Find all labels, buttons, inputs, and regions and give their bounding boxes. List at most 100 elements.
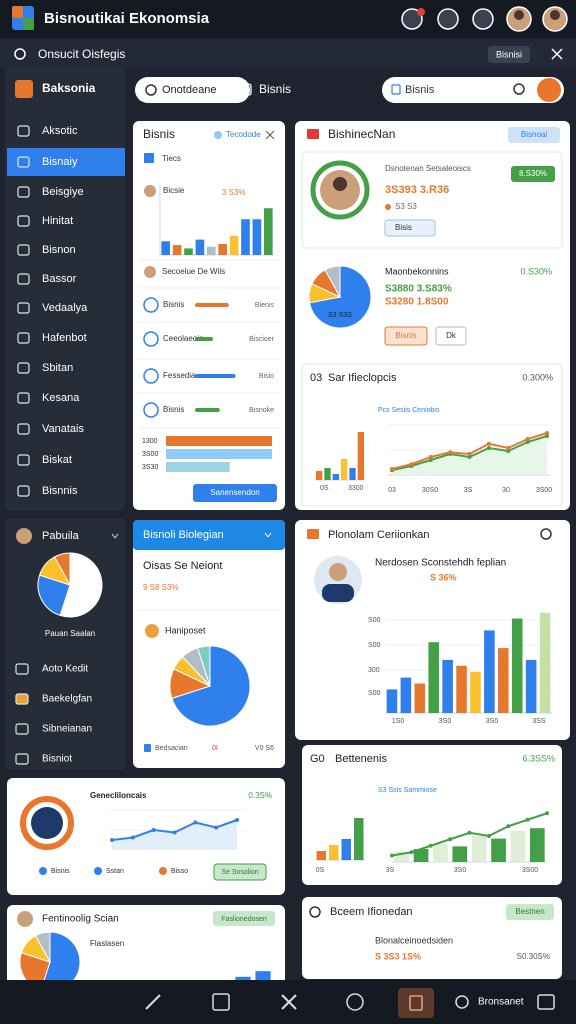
prefix: G0 — [310, 753, 325, 765]
badge-core — [31, 807, 63, 839]
legend-label: Sstan — [106, 868, 124, 875]
toolbar-icon — [437, 8, 459, 30]
button-label[interactable]: Bisnis — [395, 331, 416, 340]
bar — [354, 818, 364, 860]
menu-item[interactable]: Bisnnis — [42, 485, 78, 497]
toolbar-icon — [401, 8, 423, 30]
menu-item[interactable]: Beisgiye — [42, 186, 84, 198]
search-go — [537, 78, 561, 102]
button-label[interactable]: Dk — [446, 331, 457, 340]
nav-icon — [346, 993, 364, 1011]
footer-label: 0I — [212, 745, 218, 752]
legend-icon — [94, 867, 102, 875]
bar — [252, 219, 262, 255]
progress-bar — [195, 374, 236, 378]
row-icon — [143, 402, 159, 418]
bar — [511, 618, 523, 713]
primary-button[interactable] — [193, 484, 277, 502]
card-title: BishinecNan — [328, 127, 395, 141]
card-title: Fentinoolig Scian — [42, 914, 119, 925]
avatar-head — [514, 10, 524, 20]
select-label[interactable]: Bisis — [395, 223, 412, 232]
profile-value: 3S393 3.R36 — [385, 184, 449, 196]
row-label: Bisnis — [163, 405, 184, 414]
bar — [456, 665, 467, 713]
hbar — [166, 449, 272, 459]
row-note: Biscioer — [249, 336, 275, 343]
menu-item[interactable]: Vedaalya — [42, 302, 88, 314]
tab-pill[interactable] — [135, 77, 250, 103]
y-label: 300 — [368, 667, 380, 674]
menu-item[interactable]: Bisnon — [42, 244, 76, 256]
menu-item[interactable]: Kesana — [42, 392, 80, 404]
nav-icon[interactable] — [537, 994, 555, 1010]
line-point — [390, 853, 394, 858]
x-label: 3300 — [348, 485, 364, 492]
menu-item[interactable]: Aksotic — [42, 125, 78, 137]
x-label: 1S0 — [392, 718, 405, 725]
line-point — [506, 824, 511, 829]
button[interactable] — [213, 863, 267, 881]
nav-icon[interactable] — [212, 993, 230, 1011]
chart-value: 3 S3% — [222, 188, 246, 197]
menu-item[interactable]: Baekelgfan — [42, 694, 92, 705]
prefix: 03 — [310, 372, 322, 384]
menu-item[interactable]: Bisnaiy — [42, 156, 78, 168]
footer-label: V0 S6 — [255, 745, 274, 752]
sidebar-logo — [15, 80, 33, 98]
menu-item[interactable]: Vanatais — [42, 423, 84, 435]
bar — [324, 468, 331, 480]
menu-item[interactable]: Biskat — [42, 454, 72, 466]
bar — [470, 671, 481, 713]
link-label[interactable]: Bisnis — [259, 82, 291, 96]
badge — [511, 166, 555, 182]
badge — [213, 911, 275, 926]
avatar — [144, 185, 156, 197]
menu-item[interactable]: Hafenbot — [42, 332, 87, 344]
chevron — [114, 533, 119, 539]
menu-icon — [17, 454, 30, 466]
menu-item[interactable]: Bisniot — [42, 754, 72, 765]
menu-item[interactable]: Bassor — [42, 273, 77, 285]
button-label[interactable]: Bisnisi — [496, 49, 522, 59]
menu-item[interactable]: Hinitat — [42, 215, 73, 227]
x-label: 3S0 — [439, 718, 452, 725]
avatar-head — [329, 563, 347, 581]
card-bisnis — [133, 121, 285, 510]
menu-icon — [17, 273, 30, 285]
bar — [529, 828, 545, 862]
nav-active[interactable] — [398, 988, 434, 1018]
menu-icon — [17, 156, 30, 168]
button-label[interactable]: Sanensendon — [210, 488, 259, 497]
card-subtitle: Flaslasen — [90, 939, 124, 948]
bar — [195, 239, 205, 255]
nav-label[interactable]: Bronsanet — [478, 997, 524, 1008]
footer-label: Bedsacian — [155, 745, 188, 752]
bar — [332, 474, 339, 480]
link-icon — [239, 83, 252, 96]
avatar — [144, 266, 156, 278]
line-point — [486, 834, 491, 838]
value: S 36% — [430, 572, 457, 582]
line-point — [409, 462, 414, 467]
line-point — [525, 440, 530, 444]
menu-item[interactable]: Aoto Kedit — [42, 664, 88, 675]
tab-label[interactable]: Onotdeane — [162, 84, 216, 96]
menu-icon — [17, 186, 30, 198]
nav-icon — [145, 994, 161, 1010]
button[interactable] — [384, 326, 428, 346]
row-note: Bisio — [259, 373, 274, 380]
search-button[interactable] — [488, 46, 530, 63]
button[interactable] — [435, 326, 467, 346]
avatar-head — [333, 177, 347, 191]
menu-item[interactable]: Sibneianan — [42, 724, 92, 735]
bar — [484, 630, 495, 713]
select[interactable] — [384, 219, 436, 237]
flag-icon — [307, 529, 319, 539]
value: S 3S3 1S% — [375, 951, 421, 961]
badge: Bestnen — [515, 907, 544, 916]
chart-sub: S3 Ssis Sammiose — [378, 787, 437, 794]
menu-item[interactable]: Sbitan — [42, 362, 73, 374]
progress-bar — [195, 337, 213, 341]
button-label[interactable]: Se Snsolion — [221, 869, 258, 876]
